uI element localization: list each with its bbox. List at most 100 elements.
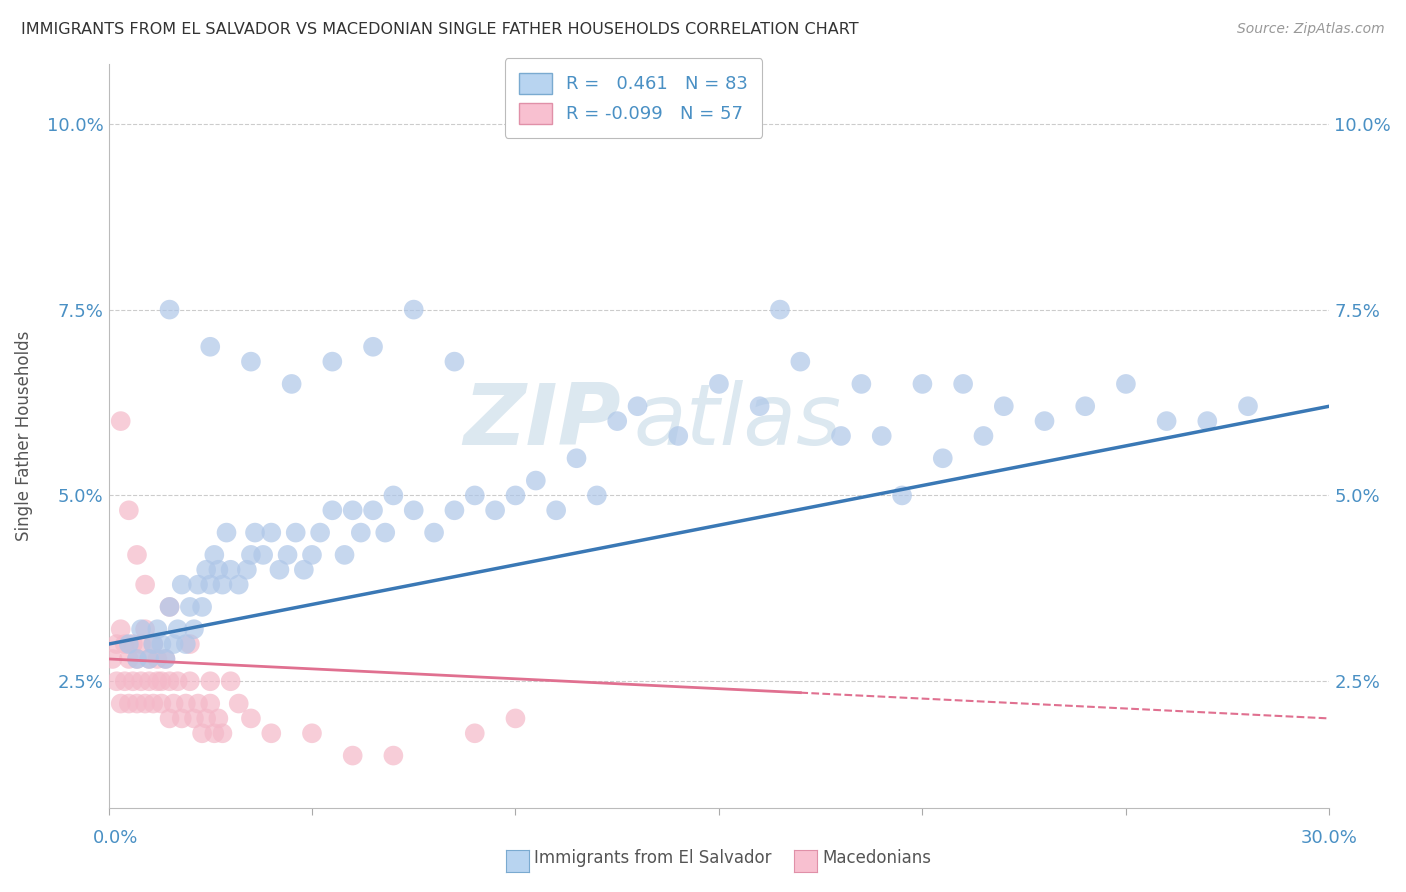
Point <box>134 622 156 636</box>
Point <box>155 652 177 666</box>
Point <box>666 429 689 443</box>
Point <box>870 429 893 443</box>
Point <box>382 488 405 502</box>
Point <box>105 674 128 689</box>
Point <box>122 637 145 651</box>
Point <box>269 563 291 577</box>
Point <box>200 697 222 711</box>
Point <box>748 399 770 413</box>
Point <box>114 637 136 651</box>
Point <box>280 376 302 391</box>
Point <box>183 622 205 636</box>
Point <box>179 599 201 614</box>
Point <box>932 451 955 466</box>
Point <box>361 340 384 354</box>
Point <box>464 488 486 502</box>
Point <box>170 711 193 725</box>
Text: 30.0%: 30.0% <box>1301 829 1357 847</box>
Point <box>142 637 165 651</box>
Point <box>252 548 274 562</box>
Y-axis label: Single Father Households: Single Father Households <box>15 331 32 541</box>
Point <box>1074 399 1097 413</box>
Point <box>239 711 262 725</box>
Point <box>505 488 527 502</box>
Point <box>114 674 136 689</box>
Point <box>159 599 181 614</box>
Point <box>464 726 486 740</box>
Point <box>142 637 165 651</box>
Point <box>484 503 506 517</box>
Point <box>162 637 184 651</box>
Point <box>211 577 233 591</box>
Point <box>211 726 233 740</box>
Point <box>402 302 425 317</box>
Point <box>207 563 229 577</box>
Point <box>321 354 343 368</box>
Point <box>891 488 914 502</box>
Point <box>129 622 152 636</box>
Point <box>183 711 205 725</box>
Point <box>215 525 238 540</box>
Point <box>142 697 165 711</box>
Point <box>134 577 156 591</box>
Point <box>159 674 181 689</box>
Point <box>202 548 225 562</box>
Point <box>292 563 315 577</box>
Point <box>170 577 193 591</box>
Point <box>1237 399 1260 413</box>
Point <box>219 674 242 689</box>
Point <box>159 302 181 317</box>
Point <box>146 674 169 689</box>
Point <box>830 429 852 443</box>
Point <box>122 674 145 689</box>
Point <box>110 622 132 636</box>
Text: IMMIGRANTS FROM EL SALVADOR VS MACEDONIAN SINGLE FATHER HOUSEHOLDS CORRELATION C: IMMIGRANTS FROM EL SALVADOR VS MACEDONIA… <box>21 22 859 37</box>
Point <box>174 637 197 651</box>
Point <box>260 525 283 540</box>
Point <box>402 503 425 517</box>
Text: ZIP: ZIP <box>464 380 621 463</box>
Point <box>1115 376 1137 391</box>
Point <box>129 674 152 689</box>
Point <box>769 302 792 317</box>
Legend: R =   0.461   N = 83, R = -0.099   N = 57: R = 0.461 N = 83, R = -0.099 N = 57 <box>505 59 762 138</box>
Point <box>155 652 177 666</box>
Text: Macedonians: Macedonians <box>823 848 932 866</box>
Point <box>105 637 128 651</box>
Point <box>952 376 974 391</box>
Point <box>166 622 188 636</box>
Point <box>146 652 169 666</box>
Text: 0.0%: 0.0% <box>93 829 138 847</box>
Point <box>361 503 384 517</box>
Point <box>200 577 222 591</box>
Point <box>301 548 323 562</box>
Point <box>179 637 201 651</box>
Point <box>187 577 209 591</box>
Point <box>243 525 266 540</box>
Point <box>423 525 446 540</box>
Point <box>138 652 160 666</box>
Point <box>125 697 148 711</box>
Point <box>146 622 169 636</box>
Point <box>228 577 250 591</box>
Point <box>972 429 994 443</box>
Point <box>110 414 132 428</box>
Point <box>789 354 811 368</box>
Point <box>202 726 225 740</box>
Point <box>277 548 299 562</box>
Point <box>586 488 609 502</box>
Point <box>150 637 173 651</box>
Point <box>187 697 209 711</box>
Point <box>301 726 323 740</box>
Point <box>118 637 141 651</box>
Point <box>382 748 405 763</box>
Point <box>260 726 283 740</box>
Point <box>134 697 156 711</box>
Point <box>191 599 214 614</box>
Point <box>118 652 141 666</box>
Text: atlas: atlas <box>634 380 841 463</box>
Point <box>228 697 250 711</box>
Point <box>138 652 160 666</box>
Point <box>101 652 124 666</box>
Point <box>239 548 262 562</box>
